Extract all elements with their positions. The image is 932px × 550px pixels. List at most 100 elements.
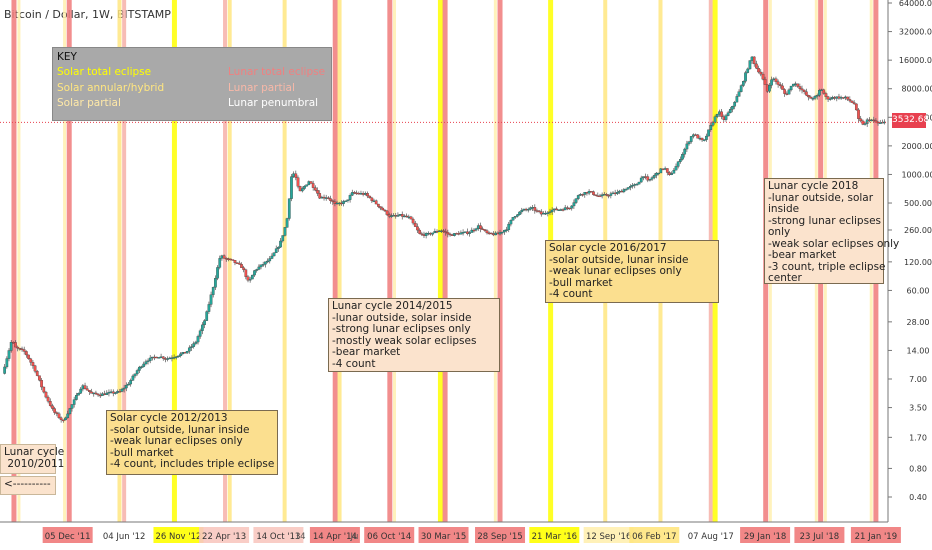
candle-body (246, 276, 250, 281)
candle-body (59, 417, 63, 421)
candle-body (746, 68, 750, 73)
candle-body (177, 355, 180, 358)
candle-body (68, 408, 72, 415)
candle-body (270, 255, 274, 259)
candle-body (385, 210, 389, 215)
candle-body (192, 343, 196, 347)
candle-body (279, 240, 282, 248)
candle-body (809, 96, 813, 99)
candle-body (444, 231, 448, 233)
candle-body (142, 363, 146, 367)
candle-body (720, 111, 723, 117)
candle-body (674, 166, 678, 171)
candle-body (859, 118, 863, 122)
candle-body (796, 83, 800, 87)
candle-body (346, 199, 350, 201)
candle-body (240, 264, 243, 268)
candle-body (581, 194, 584, 196)
candle-body (303, 186, 306, 189)
candle-body (807, 95, 810, 98)
candle-body (127, 383, 130, 386)
candle-body (413, 222, 417, 227)
candle-body (29, 358, 33, 363)
candle-body (737, 91, 741, 97)
y-tick-label: 0.40 (909, 493, 927, 502)
candle-body (574, 198, 578, 203)
candle-body (555, 208, 558, 211)
candle-body (479, 225, 482, 230)
candle-body (711, 122, 715, 126)
candle-body (161, 356, 165, 359)
candle-body (72, 399, 76, 405)
candle-body (85, 388, 89, 391)
candle-body (629, 185, 632, 188)
candle-body (687, 141, 691, 145)
y-tick-label: 2000.00 (901, 142, 932, 151)
candle-body (850, 100, 854, 103)
eclipse-band-solar-annular (282, 0, 287, 522)
candle-body (537, 210, 541, 212)
candle-body (483, 229, 487, 231)
candle-body (811, 98, 815, 100)
candle-body (770, 79, 773, 86)
candle-body (305, 184, 309, 187)
candle-body (148, 357, 152, 361)
x-tick-label: 06 Feb '17 (632, 532, 676, 542)
candle-body (70, 404, 74, 409)
candle-body (726, 112, 730, 116)
candle-body (648, 178, 652, 181)
candle-body (624, 189, 628, 191)
x-tick-label-partial: Ju (350, 532, 359, 542)
candle-body (344, 200, 348, 202)
candle-body (124, 384, 128, 389)
last-price-label: 3532.68 (892, 113, 929, 128)
candle-body (327, 197, 330, 199)
candle-body (507, 223, 511, 230)
candle-body (798, 86, 802, 89)
candle-body (111, 391, 115, 394)
x-tick-label: 04 Jun '12 (103, 532, 146, 542)
candle-body (96, 393, 100, 396)
candle-body (287, 198, 291, 219)
candle-body (563, 207, 567, 211)
candle-body (459, 232, 463, 235)
candle-body (259, 264, 263, 268)
candle-body (665, 168, 669, 173)
candle-body (261, 264, 265, 266)
candle-body (277, 246, 280, 249)
candle-body (342, 201, 345, 204)
eclipse-band-lunar-total (497, 0, 503, 522)
x-tick-label: 21 Jan '19 (855, 532, 897, 542)
candle-body (657, 172, 660, 175)
candle-body (264, 261, 267, 265)
candle-body (572, 202, 576, 207)
candle-body (509, 220, 513, 225)
candle-body (146, 360, 150, 362)
candle-body (253, 270, 256, 276)
candle-body (14, 342, 17, 348)
candle-body (316, 190, 319, 194)
candle-body (826, 96, 830, 100)
candle-body (615, 192, 619, 194)
candle-body (474, 228, 478, 231)
annotation-solar-cycle-2012: Solar cycle 2012/2013 -solar outside, lu… (106, 410, 278, 475)
candle-body (646, 176, 650, 181)
annotation-lunar-cycle-2018: Lunar cycle 2018 -lunar outside, solar i… (764, 178, 899, 284)
x-tick-label: 26 Nov '12 (155, 532, 201, 542)
candle-body (605, 194, 608, 196)
x-tick-label: 29 Jan '18 (744, 532, 786, 542)
candle-body (25, 351, 28, 356)
candle-body (187, 347, 191, 352)
candle-body (598, 195, 602, 198)
candle-body (852, 102, 856, 105)
candle-body (576, 195, 580, 199)
candle-body (40, 380, 43, 388)
candle-body (370, 197, 374, 201)
candle-body (198, 330, 202, 337)
candle-body (366, 193, 369, 197)
x-tick-highlight (153, 527, 204, 543)
eclipse-band-lunar-total (11, 0, 17, 522)
candle-body (685, 143, 689, 150)
y-tick-label: 14.00 (907, 346, 930, 355)
candle-body (626, 187, 630, 190)
